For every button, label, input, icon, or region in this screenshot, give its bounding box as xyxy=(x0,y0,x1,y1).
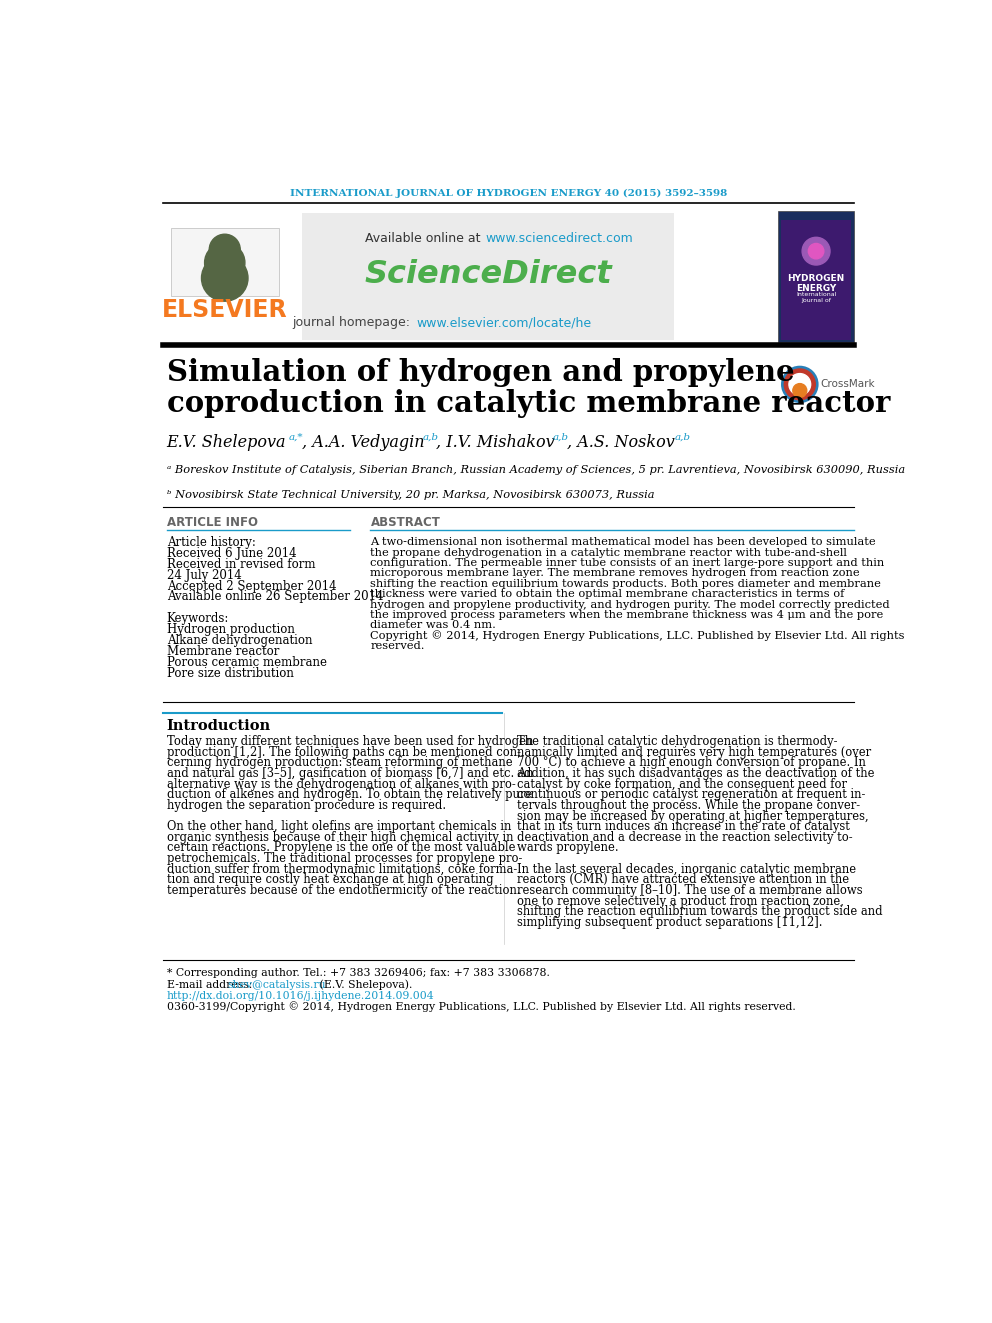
Text: one to remove selectively a product from reaction zone,: one to remove selectively a product from… xyxy=(517,894,844,908)
Text: Alkane dehydrogenation: Alkane dehydrogenation xyxy=(167,634,312,647)
Text: sion may be increased by operating at higher temperatures,: sion may be increased by operating at hi… xyxy=(517,810,869,823)
Text: ABSTRACT: ABSTRACT xyxy=(370,516,440,529)
Text: continuous or periodic catalyst regeneration at frequent in-: continuous or periodic catalyst regenera… xyxy=(517,789,865,802)
Text: (E.V. Shelepova).: (E.V. Shelepova). xyxy=(316,980,413,990)
Text: http://dx.doi.org/10.1016/j.ijhydene.2014.09.004: http://dx.doi.org/10.1016/j.ijhydene.201… xyxy=(167,991,434,1000)
Text: 700 °C) to achieve a high enough conversion of propane. In: 700 °C) to achieve a high enough convers… xyxy=(517,757,866,770)
Bar xyxy=(303,213,675,340)
Text: * Corresponding author. Tel.: +7 383 3269406; fax: +7 383 3306878.: * Corresponding author. Tel.: +7 383 326… xyxy=(167,968,550,979)
Text: tion and require costly heat exchange at high operating: tion and require costly heat exchange at… xyxy=(167,873,493,886)
Text: shev@catalysis.ru: shev@catalysis.ru xyxy=(227,980,325,990)
Text: diameter was 0.4 nm.: diameter was 0.4 nm. xyxy=(370,620,496,630)
Text: A two-dimensional non isothermal mathematical model has been developed to simula: A two-dimensional non isothermal mathema… xyxy=(370,537,876,548)
Text: alternative way is the dehydrogenation of alkanes with pro-: alternative way is the dehydrogenation o… xyxy=(167,778,516,791)
Text: microporous membrane layer. The membrane removes hydrogen from reaction zone: microporous membrane layer. The membrane… xyxy=(370,569,860,578)
Text: tervals throughout the process. While the propane conver-: tervals throughout the process. While th… xyxy=(517,799,860,812)
Text: ScienceDirect: ScienceDirect xyxy=(364,259,612,290)
Text: Received 6 June 2014: Received 6 June 2014 xyxy=(167,548,297,560)
Text: ᵇ Novosibirsk State Technical University, 20 pr. Marksa, Novosibirsk 630073, Rus: ᵇ Novosibirsk State Technical University… xyxy=(167,490,654,500)
Text: coproduction in catalytic membrane reactor: coproduction in catalytic membrane react… xyxy=(167,389,890,418)
Text: ELSEVIER: ELSEVIER xyxy=(162,298,288,321)
Circle shape xyxy=(789,373,810,396)
Text: research community [8–10]. The use of a membrane allows: research community [8–10]. The use of a … xyxy=(517,884,863,897)
Text: The traditional catalytic dehydrogenation is thermody-: The traditional catalytic dehydrogenatio… xyxy=(517,736,837,747)
Text: configuration. The permeable inner tube consists of an inert large-pore support : configuration. The permeable inner tube … xyxy=(370,558,885,568)
Text: Pore size distribution: Pore size distribution xyxy=(167,667,294,680)
Text: cerning hydrogen production: steam reforming of methane: cerning hydrogen production: steam refor… xyxy=(167,757,512,770)
Text: hydrogen and propylene productivity, and hydrogen purity. The model correctly pr: hydrogen and propylene productivity, and… xyxy=(370,599,890,610)
Text: shifting the reaction equilibrium towards the product side and: shifting the reaction equilibrium toward… xyxy=(517,905,883,918)
Text: Copyright © 2014, Hydrogen Energy Publications, LLC. Published by Elsevier Ltd. : Copyright © 2014, Hydrogen Energy Public… xyxy=(370,630,905,642)
Text: the improved process parameters when the membrane thickness was 4 μm and the por: the improved process parameters when the… xyxy=(370,610,884,620)
Text: www.elsevier.com/locate/he: www.elsevier.com/locate/he xyxy=(417,316,591,329)
Text: deactivation and a decrease in the reaction selectivity to-: deactivation and a decrease in the react… xyxy=(517,831,852,844)
Text: Article history:: Article history: xyxy=(167,536,256,549)
Text: journal homepage:: journal homepage: xyxy=(293,316,415,329)
Circle shape xyxy=(785,369,815,400)
Circle shape xyxy=(808,243,823,259)
Bar xyxy=(778,212,854,343)
Text: a,b: a,b xyxy=(675,433,690,442)
Text: production [1,2]. The following paths can be mentioned con-: production [1,2]. The following paths ca… xyxy=(167,746,521,759)
Bar xyxy=(171,228,279,296)
Text: On the other hand, light olefins are important chemicals in: On the other hand, light olefins are imp… xyxy=(167,820,511,833)
Text: a,b: a,b xyxy=(423,433,438,442)
Text: duction suffer from thermodynamic limitations, coke forma-: duction suffer from thermodynamic limita… xyxy=(167,863,517,876)
Text: , A.S. Noskov: , A.S. Noskov xyxy=(566,434,675,451)
Text: that in its turn induces an increase in the rate of catalyst: that in its turn induces an increase in … xyxy=(517,820,850,833)
Text: Membrane reactor: Membrane reactor xyxy=(167,646,279,658)
Text: INTERNATIONAL JOURNAL OF HYDROGEN ENERGY 40 (2015) 3592–3598: INTERNATIONAL JOURNAL OF HYDROGEN ENERGY… xyxy=(290,189,727,198)
Circle shape xyxy=(803,237,830,265)
Text: a,*: a,* xyxy=(289,433,303,442)
Text: E-mail address:: E-mail address: xyxy=(167,980,256,990)
Text: namically limited and requires very high temperatures (over: namically limited and requires very high… xyxy=(517,746,871,759)
Circle shape xyxy=(204,242,245,283)
Text: simplifying subsequent product separations [11,12].: simplifying subsequent product separatio… xyxy=(517,916,822,929)
Text: Received in revised form: Received in revised form xyxy=(167,558,315,572)
Text: reserved.: reserved. xyxy=(370,642,425,651)
Text: Accepted 2 September 2014: Accepted 2 September 2014 xyxy=(167,579,336,593)
Text: addition, it has such disadvantages as the deactivation of the: addition, it has such disadvantages as t… xyxy=(517,767,874,781)
Text: certain reactions. Propylene is the one of the most valuable: certain reactions. Propylene is the one … xyxy=(167,841,515,855)
Text: a,b: a,b xyxy=(553,433,568,442)
Text: 0360-3199/Copyright © 2014, Hydrogen Energy Publications, LLC. Published by Else: 0360-3199/Copyright © 2014, Hydrogen Ene… xyxy=(167,1002,796,1012)
Text: Hydrogen production: Hydrogen production xyxy=(167,623,295,636)
Text: wards propylene.: wards propylene. xyxy=(517,841,619,855)
Text: thickness were varied to obtain the optimal membrane characteristics in terms of: thickness were varied to obtain the opti… xyxy=(370,589,845,599)
Text: www.sciencedirect.com: www.sciencedirect.com xyxy=(486,232,634,245)
Text: Simulation of hydrogen and propylene: Simulation of hydrogen and propylene xyxy=(167,359,795,388)
Text: Available online at: Available online at xyxy=(365,232,484,245)
Text: In the last several decades, inorganic catalytic membrane: In the last several decades, inorganic c… xyxy=(517,863,856,876)
Text: Introduction: Introduction xyxy=(167,720,271,733)
Text: , I.V. Mishakov: , I.V. Mishakov xyxy=(436,434,555,451)
Bar xyxy=(218,278,231,294)
Text: and natural gas [3–5], gasification of biomass [6,7] and etc. An: and natural gas [3–5], gasification of b… xyxy=(167,767,533,781)
Text: , A.A. Vedyagin: , A.A. Vedyagin xyxy=(303,434,425,451)
Text: CrossMark: CrossMark xyxy=(820,380,875,389)
Text: petrochemicals. The traditional processes for propylene pro-: petrochemicals. The traditional processe… xyxy=(167,852,522,865)
Bar xyxy=(782,221,851,340)
Text: Today many different techniques have been used for hydrogen: Today many different techniques have bee… xyxy=(167,736,533,747)
Text: International
Journal of: International Journal of xyxy=(796,292,836,303)
Text: ARTICLE INFO: ARTICLE INFO xyxy=(167,516,258,529)
Text: the propane dehydrogenation in a catalytic membrane reactor with tube-and-shell: the propane dehydrogenation in a catalyt… xyxy=(370,548,847,557)
Text: HYDROGEN
ENERGY: HYDROGEN ENERGY xyxy=(788,274,845,294)
Circle shape xyxy=(201,255,248,302)
Text: Porous ceramic membrane: Porous ceramic membrane xyxy=(167,656,326,669)
Text: reactors (CMR) have attracted extensive attention in the: reactors (CMR) have attracted extensive … xyxy=(517,873,849,886)
Text: duction of alkenes and hydrogen. To obtain the relatively pure: duction of alkenes and hydrogen. To obta… xyxy=(167,789,532,802)
Circle shape xyxy=(209,234,240,265)
Text: temperatures because of the endothermicity of the reaction.: temperatures because of the endothermici… xyxy=(167,884,520,897)
Circle shape xyxy=(793,384,806,397)
Text: shifting the reaction equilibrium towards products. Both pores diameter and memb: shifting the reaction equilibrium toward… xyxy=(370,578,881,589)
Text: hydrogen the separation procedure is required.: hydrogen the separation procedure is req… xyxy=(167,799,445,812)
Text: Keywords:: Keywords: xyxy=(167,613,229,624)
Text: Available online 26 September 2014: Available online 26 September 2014 xyxy=(167,590,383,603)
Text: E.V. Shelepova: E.V. Shelepova xyxy=(167,434,286,451)
Text: ᵃ Boreskov Institute of Catalysis, Siberian Branch, Russian Academy of Sciences,: ᵃ Boreskov Institute of Catalysis, Siber… xyxy=(167,466,905,475)
Text: 24 July 2014: 24 July 2014 xyxy=(167,569,241,582)
Text: organic synthesis because of their high chemical activity in: organic synthesis because of their high … xyxy=(167,831,513,844)
Text: catalyst by coke formation, and the consequent need for: catalyst by coke formation, and the cons… xyxy=(517,778,847,791)
